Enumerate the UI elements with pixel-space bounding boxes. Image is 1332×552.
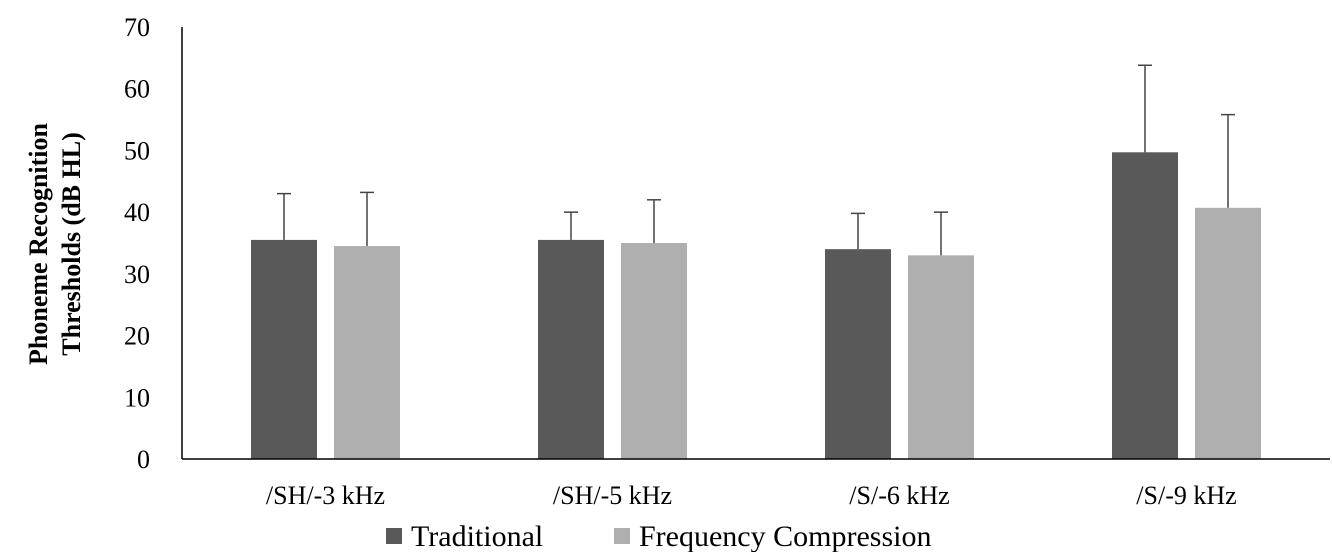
bars [251,152,1261,459]
legend-swatch [614,528,630,544]
x-tick-label: /SH/-3 kHz [266,481,385,510]
x-axis-ticks: /SH/-3 kHz/SH/-5 kHz/S/-6 kHz/S/-9 kHz [266,481,1237,510]
bar [825,249,891,459]
legend-swatch [386,528,402,544]
bar [1195,207,1261,459]
x-tick-label: /SH/-5 kHz [553,481,672,510]
x-tick-label: /S/-9 kHz [1136,481,1236,510]
y-axis-ticks: 0 10 20 30 40 50 60 70 [124,13,150,474]
y-tick-label: 0 [137,445,150,474]
legend-label: Frequency Compression [639,520,931,552]
error-bars [277,64,1235,256]
y-axis-title-line-1: Phoneme Recognition [24,122,53,364]
bar [251,239,317,459]
y-tick-label: 50 [124,136,150,165]
y-tick-label: 20 [124,322,150,351]
bar [1112,152,1178,459]
y-axis-title-line-2: Thresholds (dB HL) [57,132,86,355]
legend: Traditional Frequency Compression [386,520,931,552]
bar [908,255,974,459]
bar [538,239,604,459]
x-tick-label: /S/-6 kHz [849,481,949,510]
y-tick-label: 30 [124,260,150,289]
legend-label: Traditional [411,520,543,552]
y-tick-label: 40 [124,198,150,227]
y-tick-label: 10 [124,383,150,412]
bar [621,243,687,459]
bar [334,246,400,459]
y-tick-label: 60 [124,75,150,104]
y-tick-label: 70 [124,13,150,42]
y-axis-title: Phoneme Recognition Thresholds (dB HL) [24,122,86,364]
